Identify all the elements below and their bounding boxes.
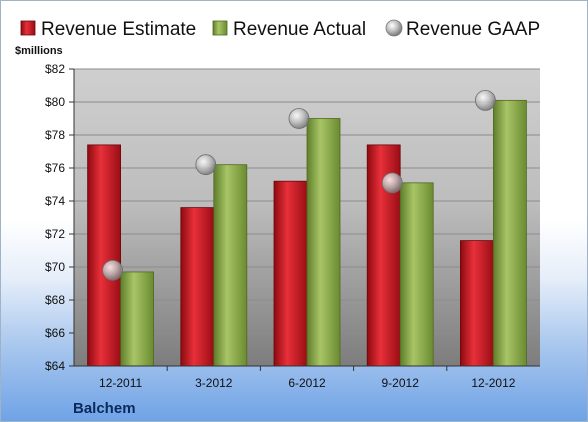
bar-revenue-actual [399,182,434,367]
legend: Revenue Estimate Revenue Actual Revenue GA… [20,19,540,40]
bar-revenue-actual [120,271,154,367]
y-tick-label: $82 [45,62,65,76]
marker-revenue-gaap [288,108,310,129]
axes: $64 $66 $68 $70 $72 $74 $76 $78 $80 $82 12-2011 3-2… [45,62,540,390]
marker-revenue-gaap [195,154,217,176]
x-tick-label: 6-2012 [288,376,326,390]
y-tick-label: $80 [45,95,65,109]
bar-revenue-estimate [273,180,308,367]
company-name: Balchem [73,400,136,417]
legend-label: Revenue Actual [233,19,366,40]
marker-revenue-gaap [381,172,403,194]
bar-revenue-actual [213,164,248,367]
x-tick-label: 12-2011 [99,376,142,390]
y-axis-unit-label: $millions [15,45,63,57]
y-tick-label: $66 [45,326,65,340]
bar-revenue-actual [492,99,527,367]
legend-swatch [385,19,403,37]
marker-revenue-gaap [474,89,496,111]
x-tick-label: 12-2012 [471,376,515,390]
gaap-markers [102,89,496,281]
bar-revenue-estimate [87,144,121,367]
y-tick-label: $68 [45,293,65,307]
bars [87,99,527,367]
legend-swatch [212,20,228,36]
marker-revenue-gaap [102,259,123,281]
x-tick-label: 9-2012 [382,376,420,390]
y-tick-label: $76 [45,161,65,175]
bar-revenue-estimate [459,240,494,367]
bar-revenue-actual [306,118,341,367]
x-tick-label: 3-2012 [195,376,233,390]
legend-label: Revenue GAAP [406,19,540,40]
y-tick-label: $72 [45,227,65,241]
y-tick-label: $78 [45,128,65,142]
legend-swatch [20,20,36,36]
y-tick-label: $64 [45,359,65,373]
y-tick-label: $74 [45,194,65,208]
y-tick-label: $70 [45,260,65,274]
legend-label: Revenue Estimate [41,19,196,40]
bar-revenue-estimate [180,207,215,367]
